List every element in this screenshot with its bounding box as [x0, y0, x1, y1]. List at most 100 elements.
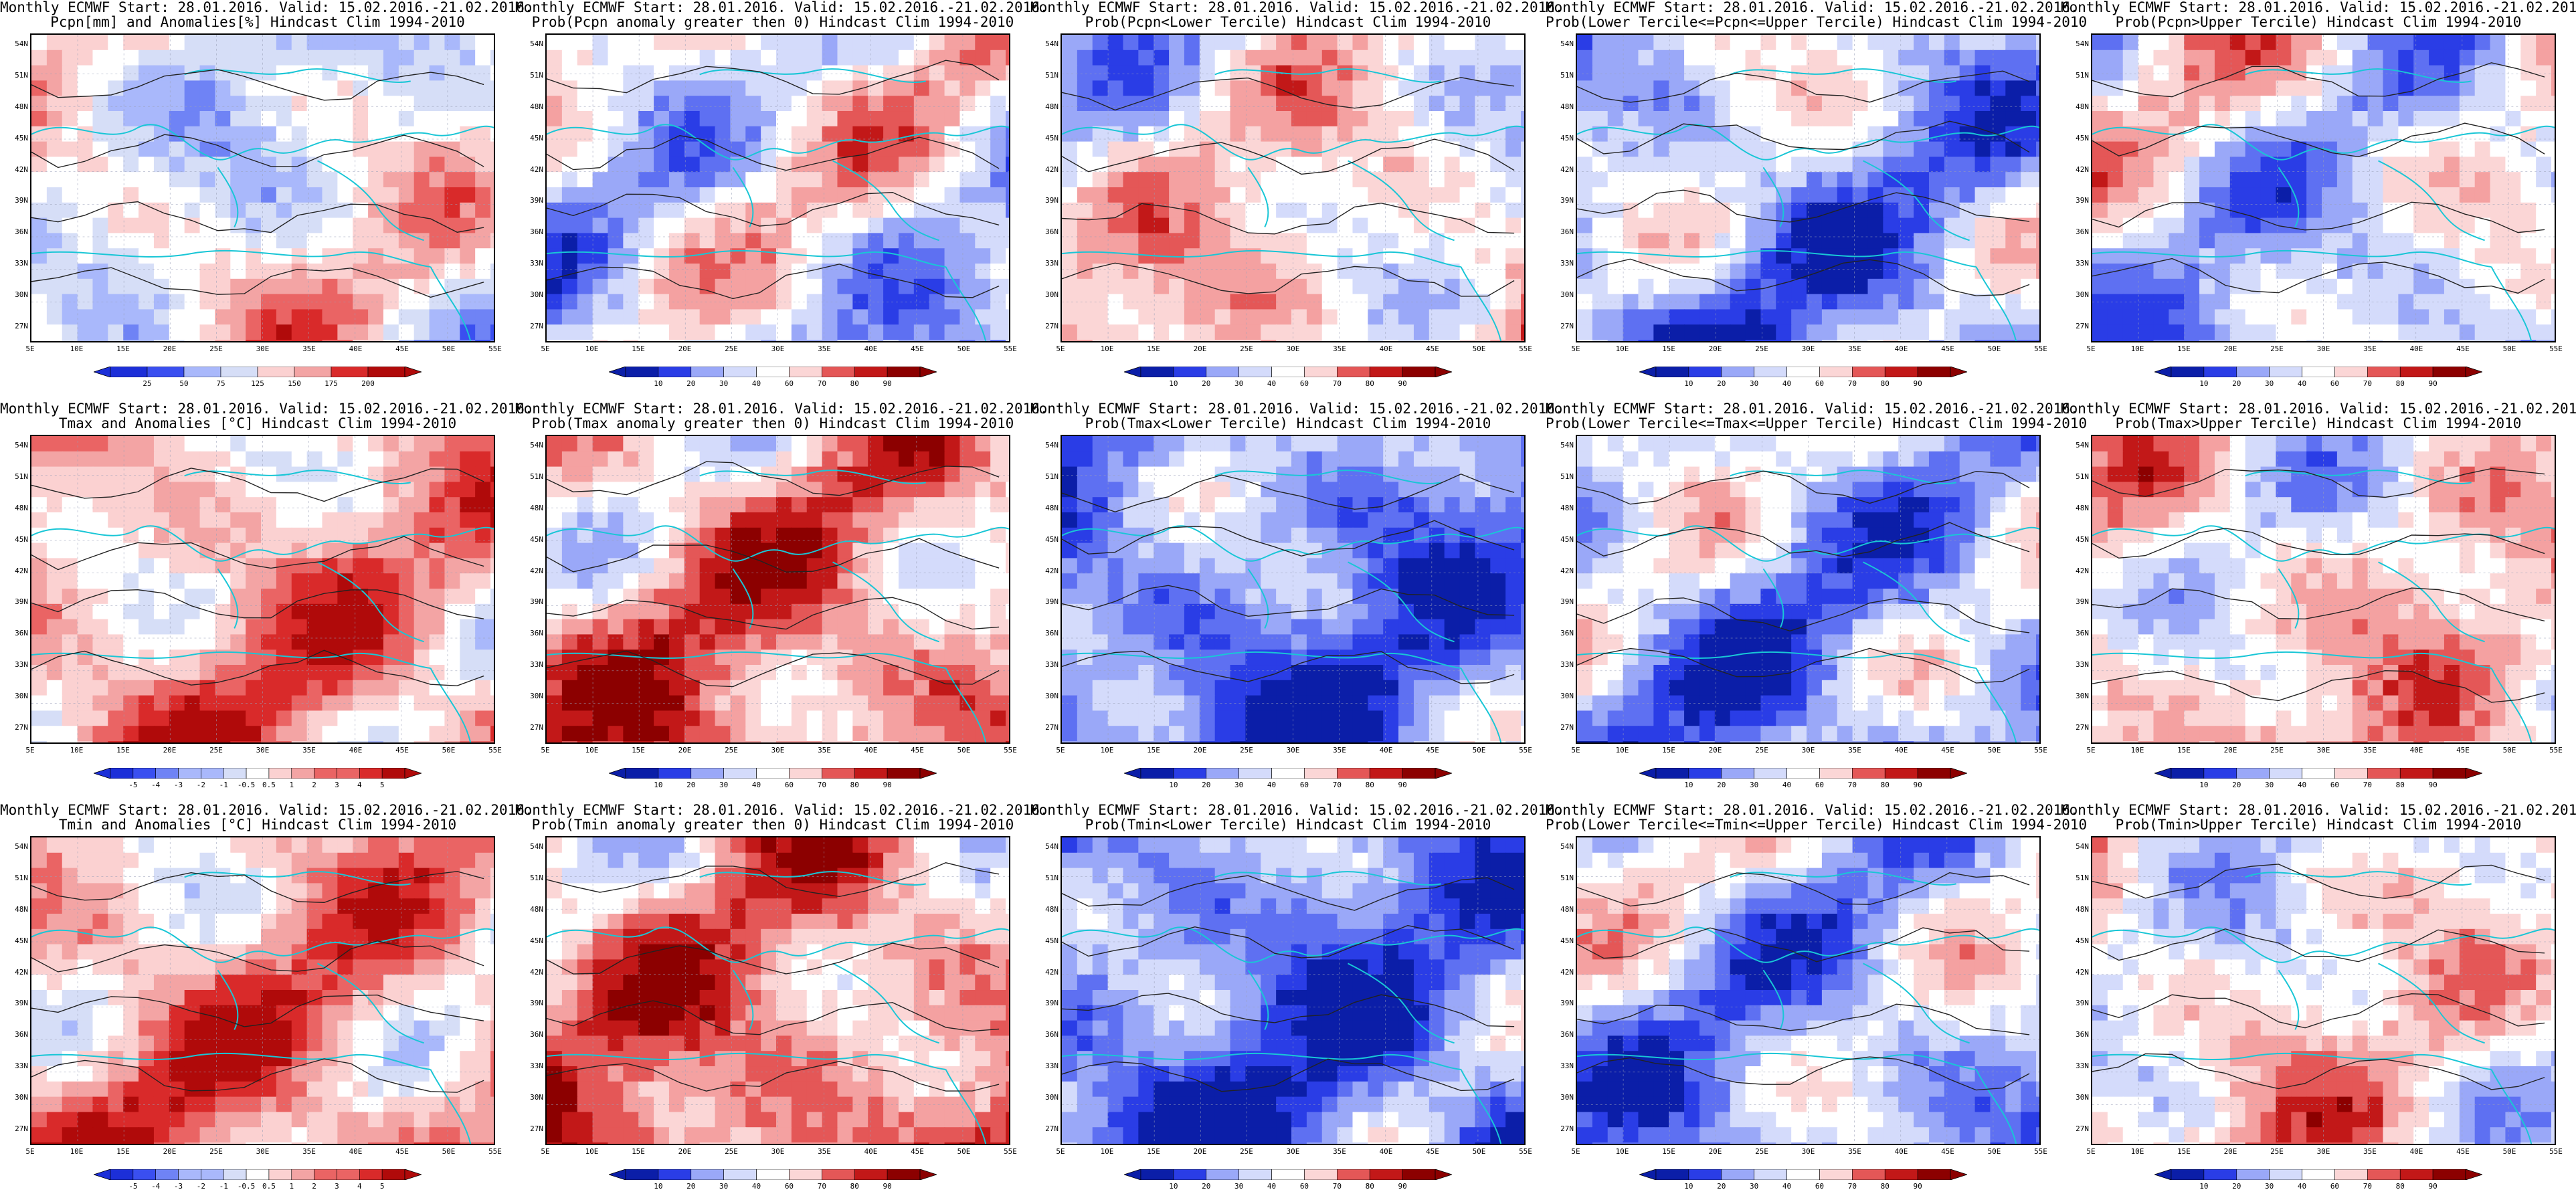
colorbar-tick-label: 20 — [2232, 379, 2241, 388]
lon-tick-label: 10E — [1100, 1147, 1114, 1156]
lat-tick-label: 54N — [1045, 441, 1059, 449]
colorbar-tick-label: 20 — [1717, 781, 1726, 789]
lon-tick-label: 45E — [1426, 344, 1439, 353]
lon-tick-label: 45E — [1426, 746, 1439, 755]
lon-tick-label: 55E — [2549, 1147, 2563, 1156]
lat-tick-label: 27N — [2076, 723, 2089, 732]
lon-tick-label: 30E — [256, 746, 270, 755]
colorbar-tick-label: 90 — [1398, 1182, 1407, 1191]
panel-title-line1: Monthly ECMWF Start: 28.01.2016. Valid: … — [0, 802, 533, 818]
colorbar-tick-label: 30 — [2265, 1182, 2274, 1191]
lat-tick-label: 39N — [530, 999, 543, 1008]
colorbar-tick-label: 80 — [1365, 379, 1374, 388]
lon-tick-label: 10E — [2130, 344, 2144, 353]
colorbar-tick-label: 60 — [1299, 379, 1309, 388]
lat-tick-label: 54N — [530, 39, 543, 48]
lon-tick-label: 40E — [864, 344, 878, 353]
lon-tick-label: 40E — [2409, 1147, 2423, 1156]
lat-tick-label: 42N — [1560, 165, 1574, 174]
lon-tick-label: 20E — [678, 344, 692, 353]
lon-tick-label: 35E — [2363, 1147, 2377, 1156]
lon-tick-label: 50E — [1987, 1147, 2001, 1156]
lat-tick-label: 48N — [15, 904, 28, 914]
lon-tick-label: 5E — [1056, 1147, 1065, 1156]
lat-tick-label: 54N — [1045, 842, 1059, 851]
lon-tick-label: 55E — [1004, 344, 1017, 353]
lat-tick-label: 30N — [1560, 290, 1574, 300]
lon-tick-label: 50E — [2502, 1147, 2516, 1156]
lon-tick-label: 15E — [116, 344, 130, 353]
lon-tick-label: 15E — [1662, 344, 1675, 353]
colorbar-tick-label: 70 — [1847, 379, 1857, 388]
lon-tick-label: 25E — [2270, 1147, 2284, 1156]
lon-tick-label: 40E — [864, 1147, 878, 1156]
lat-tick-label: 36N — [15, 1030, 28, 1039]
lon-tick-label: 20E — [678, 746, 692, 755]
lon-tick-label: 25E — [1240, 746, 1253, 755]
forecast-map — [1061, 435, 1526, 744]
lon-tick-label: 20E — [2223, 1147, 2237, 1156]
lon-tick-label: 15E — [632, 746, 645, 755]
colorbar-tick-label: 70 — [2363, 1182, 2372, 1191]
lat-tick-label: 48N — [1045, 904, 1059, 914]
panel-title-line2: Prob(Lower Tercile<=Tmin<=Upper Tercile)… — [1546, 817, 2088, 833]
lat-tick-label: 39N — [530, 597, 543, 607]
lon-tick-label: 50E — [1987, 746, 2001, 755]
colorbar — [94, 1169, 422, 1180]
colorbar-tick-label: 90 — [2428, 781, 2437, 789]
lon-tick-label: 50E — [957, 1147, 971, 1156]
lon-tick-label: 10E — [2130, 1147, 2144, 1156]
lat-tick-label: 36N — [2076, 227, 2089, 237]
lat-tick-label: 42N — [1045, 566, 1059, 575]
lat-tick-label: 30N — [530, 290, 543, 300]
panel-title-line2: Prob(Pcpn anomaly greater then 0) Hindca… — [531, 14, 1014, 30]
lon-tick-label: 25E — [725, 746, 738, 755]
lat-tick-label: 51N — [15, 873, 28, 882]
lon-tick-label: 35E — [1848, 344, 1861, 353]
lat-tick-label: 33N — [15, 1062, 28, 1071]
colorbar-tick-label: 80 — [2395, 1182, 2405, 1191]
colorbar-tick-label: 90 — [1913, 781, 1922, 789]
lon-tick-label: 5E — [1571, 746, 1580, 755]
lat-tick-label: 30N — [1560, 1093, 1574, 1102]
lon-tick-label: 15E — [2177, 1147, 2191, 1156]
lon-tick-label: 55E — [2034, 344, 2047, 353]
lon-tick-label: 40E — [349, 746, 363, 755]
lon-tick-label: 55E — [2034, 1147, 2047, 1156]
colorbar-tick-label: 0.5 — [262, 1182, 276, 1191]
colorbar-tick-label: 60 — [2330, 781, 2340, 789]
lat-tick-label: 42N — [2076, 165, 2089, 174]
lon-tick-label: 10E — [70, 746, 84, 755]
lon-tick-label: 40E — [1379, 746, 1393, 755]
colorbar-tick-label: 20 — [1202, 1182, 1211, 1191]
lon-tick-label: 10E — [1615, 1147, 1629, 1156]
lat-tick-label: 33N — [15, 660, 28, 670]
lat-tick-label: 30N — [1045, 692, 1059, 701]
colorbar-tick-label: 10 — [654, 781, 663, 789]
lon-tick-label: 55E — [488, 746, 502, 755]
colorbar-tick-label: 10 — [1169, 379, 1178, 388]
colorbar-tick-label: 40 — [1782, 379, 1792, 388]
lat-tick-label: 42N — [1045, 165, 1059, 174]
lat-tick-label: 39N — [1045, 196, 1059, 205]
colorbar-tick-label: 20 — [1717, 1182, 1726, 1191]
map-panel: Monthly ECMWF Start: 28.01.2016. Valid: … — [2061, 0, 2576, 401]
colorbar — [1124, 768, 1452, 779]
lon-tick-label: 10E — [70, 1147, 84, 1156]
lon-tick-label: 15E — [2177, 746, 2191, 755]
lat-tick-label: 27N — [2076, 322, 2089, 330]
colorbar-tick-label: 75 — [216, 379, 225, 388]
colorbar-tick-label: -1 — [219, 1182, 228, 1191]
colorbar-tick-label: 125 — [251, 379, 264, 388]
map-field — [2092, 436, 2555, 742]
lat-tick-label: 48N — [15, 503, 28, 512]
lon-tick-label: 10E — [1100, 746, 1114, 755]
lat-tick-label: 45N — [2076, 936, 2089, 945]
lon-tick-label: 10E — [585, 344, 599, 353]
lon-tick-label: 40E — [1379, 344, 1393, 353]
lon-tick-label: 30E — [771, 746, 785, 755]
colorbar-tick-label: 3 — [335, 1182, 339, 1191]
forecast-map — [2091, 33, 2556, 342]
lon-tick-label: 45E — [395, 1147, 409, 1156]
